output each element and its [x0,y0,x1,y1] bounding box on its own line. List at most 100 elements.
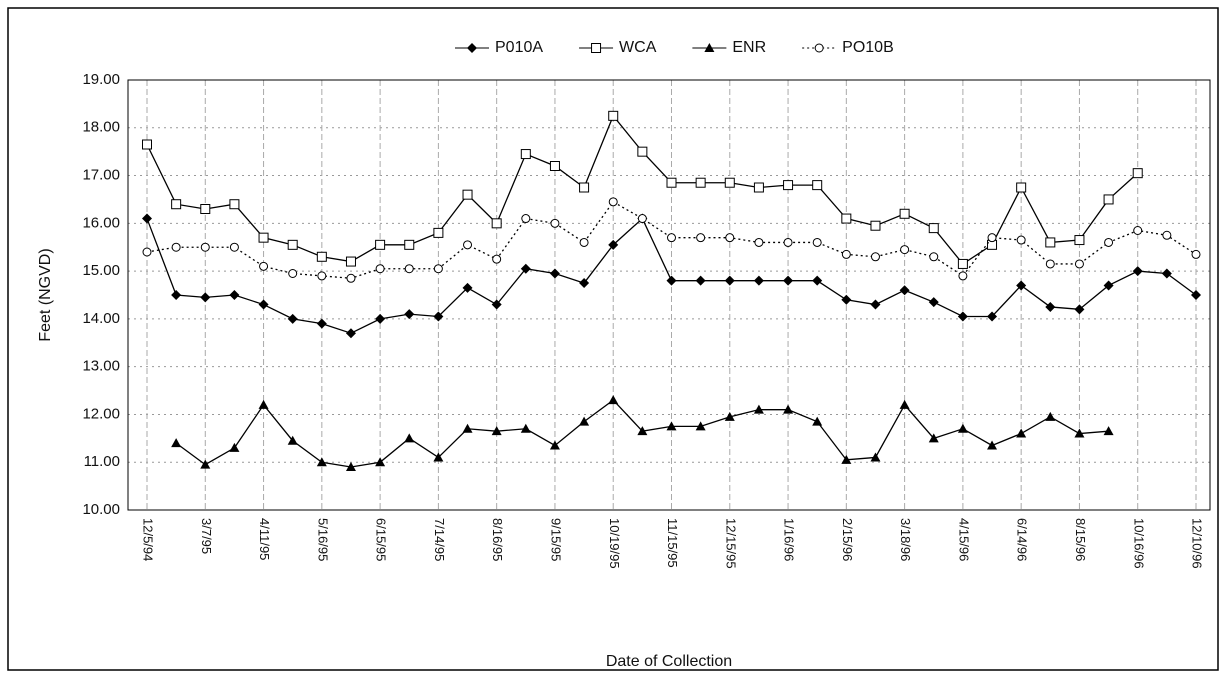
marker [1191,249,1201,259]
marker [520,149,531,160]
marker [870,299,881,310]
marker [1162,230,1172,240]
marker [1045,411,1056,421]
marker [724,275,735,286]
marker [1132,266,1143,277]
marker [316,251,327,262]
marker [753,182,764,193]
marker [957,311,968,322]
marker [462,282,473,293]
marker [724,177,735,188]
marker [171,199,182,210]
y-tick-label: 12.00 [82,405,120,422]
marker [200,292,211,303]
frame [7,7,1219,671]
marker [142,213,152,224]
x-tick-label: 9/15/95 [549,518,564,561]
marker [724,411,735,421]
marker [899,285,910,296]
x-tick-label: 3/18/96 [898,518,913,561]
marker [608,395,619,405]
marker [229,242,239,252]
x-tick-label: 12/5/94 [141,518,156,561]
legend-label: P010A [495,39,543,56]
x-axis-label: Date of Collection [606,653,732,670]
marker [987,440,998,450]
x-tick-label: 4/11/95 [257,518,272,560]
marker [375,239,386,250]
marker [1074,259,1084,269]
marker [666,275,677,286]
marker [1103,426,1114,436]
marker [754,237,764,247]
marker [492,254,502,264]
marker [725,233,735,243]
marker [229,442,240,452]
x-tick-label: 5/16/95 [315,518,330,561]
marker [404,433,415,443]
marker [579,278,590,289]
marker [259,261,269,271]
marker [316,457,327,467]
marker [1074,235,1085,246]
x-tick-label: 12/15/95 [723,518,738,569]
marker [404,309,415,320]
marker [753,275,764,286]
marker [142,247,152,257]
marker [696,233,706,243]
x-tick-label: 4/15/96 [956,518,971,561]
marker [841,249,851,259]
marker [783,404,794,414]
marker [1161,268,1172,279]
marker [520,423,531,433]
marker [467,43,477,53]
marker [258,299,269,310]
marker [899,399,910,409]
marker [637,146,648,157]
x-tick-label: 6/14/96 [1015,518,1030,561]
marker [171,438,182,448]
marker [258,232,269,243]
marker [987,311,998,322]
marker [753,404,764,414]
marker [346,273,356,283]
legend-label: PO10B [842,39,894,56]
marker [1045,301,1056,312]
marker [316,318,327,329]
x-tick-label: 8/15/96 [1073,518,1088,561]
marker [812,180,823,191]
x-tick-label: 10/19/95 [607,518,622,569]
marker [608,239,619,250]
marker [928,223,939,234]
marker [288,269,298,278]
marker [958,271,968,281]
marker [200,204,211,214]
marker [1104,237,1114,247]
marker [783,180,794,191]
x-tick-label: 7/14/95 [432,518,447,561]
marker [637,426,648,436]
marker [549,440,560,450]
marker [404,264,414,274]
marker [591,43,602,53]
x-tick-label: 2/15/96 [840,518,855,561]
marker [929,252,939,262]
marker [695,421,706,431]
marker [462,423,473,433]
y-tick-label: 16.00 [82,214,120,231]
marker [666,177,677,188]
legend-label: WCA [619,39,657,56]
marker [1074,304,1085,315]
y-tick-label: 11.00 [84,453,120,470]
marker [317,271,327,281]
y-axis-label: Feet (NGVD) [37,248,54,341]
marker [550,218,560,228]
marker [171,242,181,252]
marker [1103,280,1114,291]
marker [841,454,852,464]
x-tick-label: 1/16/96 [782,518,797,561]
marker [1016,182,1027,193]
marker [491,299,502,310]
marker [928,433,939,443]
